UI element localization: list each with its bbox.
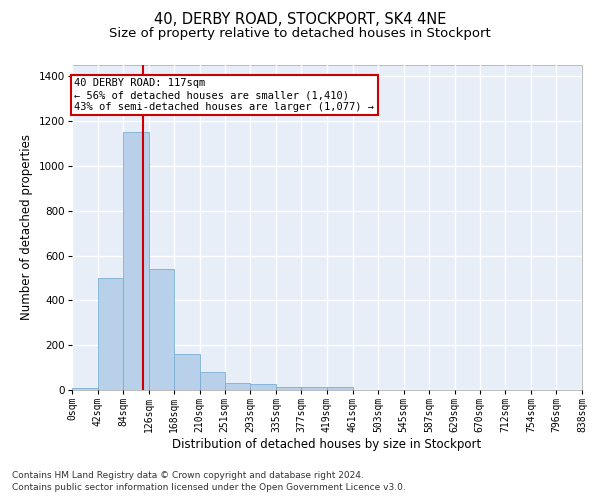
Text: Contains HM Land Registry data © Crown copyright and database right 2024.: Contains HM Land Registry data © Crown c… <box>12 471 364 480</box>
Text: Contains public sector information licensed under the Open Government Licence v3: Contains public sector information licen… <box>12 484 406 492</box>
Bar <box>98 278 123 390</box>
Bar <box>276 386 301 390</box>
Bar <box>250 384 276 390</box>
Y-axis label: Number of detached properties: Number of detached properties <box>20 134 33 320</box>
Bar <box>225 382 250 390</box>
Text: 40, DERBY ROAD, STOCKPORT, SK4 4NE: 40, DERBY ROAD, STOCKPORT, SK4 4NE <box>154 12 446 28</box>
Bar <box>200 372 225 390</box>
Bar <box>149 269 174 390</box>
Bar <box>123 132 149 390</box>
Bar <box>301 386 327 390</box>
Text: Size of property relative to detached houses in Stockport: Size of property relative to detached ho… <box>109 28 491 40</box>
Text: 40 DERBY ROAD: 117sqm
← 56% of detached houses are smaller (1,410)
43% of semi-d: 40 DERBY ROAD: 117sqm ← 56% of detached … <box>74 78 374 112</box>
Bar <box>72 388 98 390</box>
X-axis label: Distribution of detached houses by size in Stockport: Distribution of detached houses by size … <box>172 438 482 451</box>
Bar <box>327 388 353 390</box>
Bar <box>174 354 200 390</box>
